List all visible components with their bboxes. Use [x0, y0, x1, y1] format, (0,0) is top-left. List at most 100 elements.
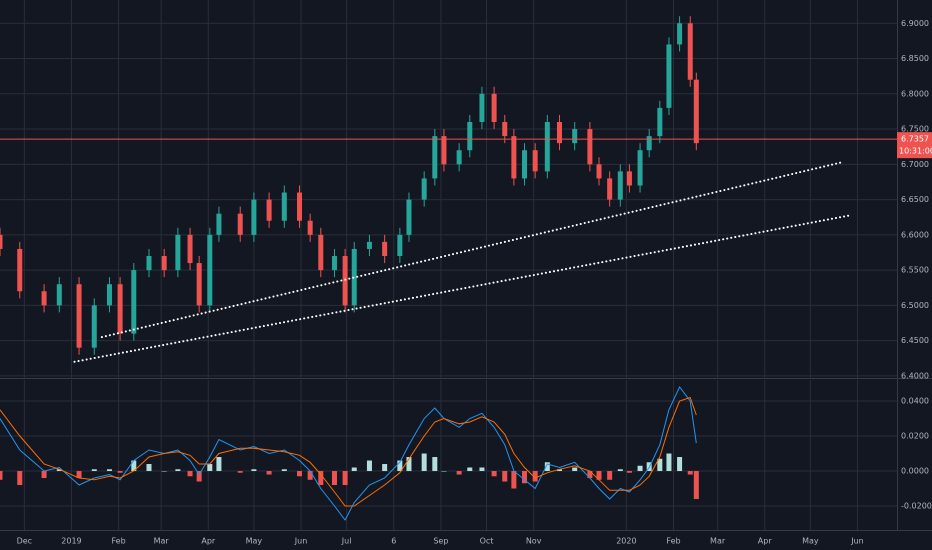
candle-body	[491, 93, 497, 123]
histogram-bar	[479, 467, 485, 472]
histogram-bar	[441, 471, 447, 472]
y-tick-label: 6.7500	[901, 125, 929, 134]
candle-body	[646, 136, 652, 151]
histogram-bar	[281, 469, 287, 472]
candle-body	[441, 136, 447, 165]
candle-body	[587, 129, 593, 165]
y2-tick-label: 0.0000	[901, 467, 929, 476]
histogram-bar	[502, 471, 508, 482]
histogram-bar	[587, 471, 593, 479]
histogram-bar	[266, 471, 272, 475]
price-label-box	[897, 132, 932, 159]
histogram-bar	[666, 453, 672, 472]
candle-body	[196, 263, 202, 306]
candle-body	[572, 129, 578, 144]
candle-body	[556, 122, 562, 144]
x-tick-label: Feb	[112, 537, 126, 546]
histogram-bar	[318, 471, 324, 486]
histogram-bar	[522, 471, 528, 484]
histogram-bar	[187, 471, 193, 477]
histogram-bar	[56, 469, 62, 472]
histogram-bar	[456, 471, 462, 475]
trendline	[100, 161, 844, 339]
histogram-bar	[406, 457, 412, 472]
histogram-bar	[175, 469, 181, 472]
y-tick-label: 6.4500	[901, 336, 929, 345]
y-tick-label: 6.6500	[901, 195, 929, 204]
candle-body	[657, 107, 663, 137]
histogram-bar	[297, 471, 303, 477]
histogram-bar	[146, 464, 152, 472]
histogram-bar	[366, 460, 372, 472]
candle-body	[207, 234, 213, 306]
x-tick-label: May	[802, 537, 819, 546]
histogram-bar	[76, 471, 82, 479]
y2-tick-label: 0.0200	[901, 432, 929, 441]
candle-body	[318, 234, 324, 271]
y-tick-label: 6.5500	[901, 266, 929, 275]
histogram-bar	[131, 460, 137, 472]
x-tick-label: 2020	[616, 537, 636, 546]
price-label: 6.7357	[901, 135, 929, 144]
histogram-bar	[237, 471, 243, 473]
candle-body	[467, 122, 473, 151]
candle-body	[237, 213, 243, 235]
histogram-bar	[687, 471, 693, 475]
y-tick-label: 6.4000	[901, 371, 929, 380]
candle-body	[187, 234, 193, 264]
x-tick-label: Nov	[526, 537, 542, 546]
histogram-bar	[17, 471, 23, 486]
x-tick-label: Feb	[666, 537, 680, 546]
histogram-bar	[382, 464, 388, 472]
y-tick-label: 6.8000	[901, 89, 929, 98]
candle-body	[677, 23, 683, 45]
histogram-bar	[617, 469, 623, 472]
histogram-bar	[91, 469, 97, 472]
histogram-bar	[657, 458, 663, 472]
histogram-bar	[607, 471, 613, 480]
histogram-bar	[556, 469, 562, 472]
candle-body	[17, 248, 23, 292]
candle-body	[693, 79, 699, 144]
candle-body	[637, 150, 643, 186]
histogram-bar	[596, 471, 602, 480]
histogram-bar	[572, 467, 578, 472]
candle-body	[351, 248, 357, 306]
candle-body	[626, 171, 632, 186]
histogram-bar	[251, 469, 257, 472]
x-tick-label: Jun	[294, 537, 308, 546]
histogram-bar	[397, 460, 403, 472]
candle-body	[161, 255, 167, 271]
x-tick-label: Apr	[201, 537, 216, 546]
histogram-bar	[532, 471, 538, 482]
x-tick-label: Mar	[710, 537, 726, 546]
histogram-bar	[511, 471, 517, 489]
y2-tick-label: 0.0400	[901, 397, 929, 406]
indicator-line	[0, 396, 697, 507]
candle-body	[532, 150, 538, 172]
candle-body	[131, 270, 137, 334]
candle-body	[382, 241, 388, 256]
candle-body	[432, 136, 438, 179]
histogram-bar	[693, 471, 699, 500]
candle-body	[502, 122, 508, 137]
x-tick-label: Mar	[154, 537, 170, 546]
candle-body	[91, 305, 97, 348]
time-label: 10:31:00	[899, 147, 932, 156]
candle-body	[617, 171, 623, 200]
candle-body	[479, 93, 485, 123]
candle-body	[331, 255, 337, 271]
candle-body	[406, 199, 412, 235]
histogram-bar	[106, 469, 112, 472]
histogram-bar	[307, 471, 313, 480]
candle-body	[266, 199, 272, 221]
x-tick-label: 6	[391, 537, 396, 546]
histogram-bar	[637, 465, 643, 472]
candle-body	[687, 23, 693, 80]
y-tick-label: 6.6000	[901, 230, 929, 239]
histogram-bar	[196, 471, 202, 482]
candle-body	[146, 255, 152, 271]
